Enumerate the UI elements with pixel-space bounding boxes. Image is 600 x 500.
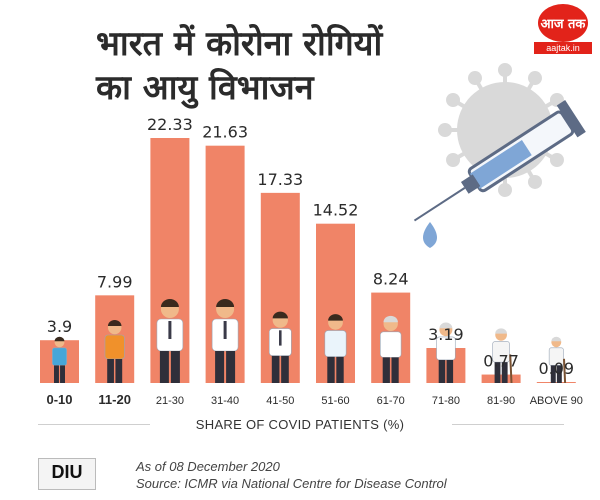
category-label: 11-20 [98, 392, 131, 407]
x-axis-label: SHARE OF COVID PATIENTS (%) [195, 417, 405, 432]
person-figure [379, 315, 402, 383]
diu-logo: DIU [38, 458, 96, 490]
value-label: 3.19 [428, 325, 464, 344]
aajtak-logo[interactable]: आज तक aajtak.in [534, 4, 592, 54]
source-note: Source: ICMR via National Centre for Dis… [136, 476, 447, 491]
bar-51-60 [316, 223, 355, 383]
category-label: 61-70 [377, 395, 405, 407]
bar-81-90 [481, 374, 521, 383]
bar-chart: 3.9 7.99 22.33 21.63 17.33 14.52 8.24 3.19 0.77 0… [40, 63, 586, 407]
virus-syringe-illustration [413, 63, 586, 248]
category-label: 0-10 [46, 392, 72, 407]
droplet-icon [423, 222, 437, 248]
value-label: 14.52 [313, 201, 359, 220]
value-label: 21.63 [202, 123, 248, 142]
category-label: 21-30 [156, 395, 184, 407]
category-label: ABOVE 90 [530, 395, 583, 407]
value-label: 7.99 [97, 272, 133, 291]
value-label: 8.24 [373, 270, 409, 289]
person-figure [104, 320, 125, 383]
logo-url: aajtak.in [534, 42, 592, 54]
title-line-2: का आयु विभाजन [96, 68, 314, 108]
person-figure [156, 299, 184, 383]
person-figure [548, 336, 567, 384]
person-figure [492, 328, 513, 384]
category-label: 31-40 [211, 395, 239, 407]
category-label: 41-50 [266, 395, 294, 407]
person-figure [211, 299, 239, 383]
person-figure [268, 311, 292, 383]
bar-ABOVE 90 [536, 382, 576, 383]
chart-title: भारत में कोरोना रोगियों का आयु विभाजन [96, 22, 476, 110]
value-label: 0.77 [483, 352, 519, 371]
category-label: 81-90 [487, 395, 515, 407]
person-figure [436, 322, 456, 383]
people-figures [52, 299, 567, 384]
value-label: 22.33 [147, 115, 193, 134]
value-label: 3.9 [47, 317, 72, 336]
person-figure [52, 336, 67, 383]
title-line-1: भारत में कोरोना रोगियों [96, 24, 383, 64]
category-label: 71-80 [432, 395, 460, 407]
category-labels: 0-10 11-20 21-30 31-40 41-50 51-60 61-70 71-80 8… [46, 392, 582, 407]
logo-mark: आज तक [538, 4, 588, 42]
axis-divider-right [452, 424, 564, 425]
value-label: 0.09 [538, 359, 574, 378]
syringe-icon [413, 100, 586, 222]
diu-text: DIU [51, 462, 83, 482]
value-labels: 3.9 7.99 22.33 21.63 17.33 14.52 8.24 3.19 0.77 0… [47, 115, 574, 378]
value-label: 17.33 [257, 170, 303, 189]
axis-divider-left [38, 424, 150, 425]
as-of-date: As of 08 December 2020 [136, 459, 280, 474]
person-figure [324, 314, 347, 383]
category-label: 51-60 [321, 395, 349, 407]
